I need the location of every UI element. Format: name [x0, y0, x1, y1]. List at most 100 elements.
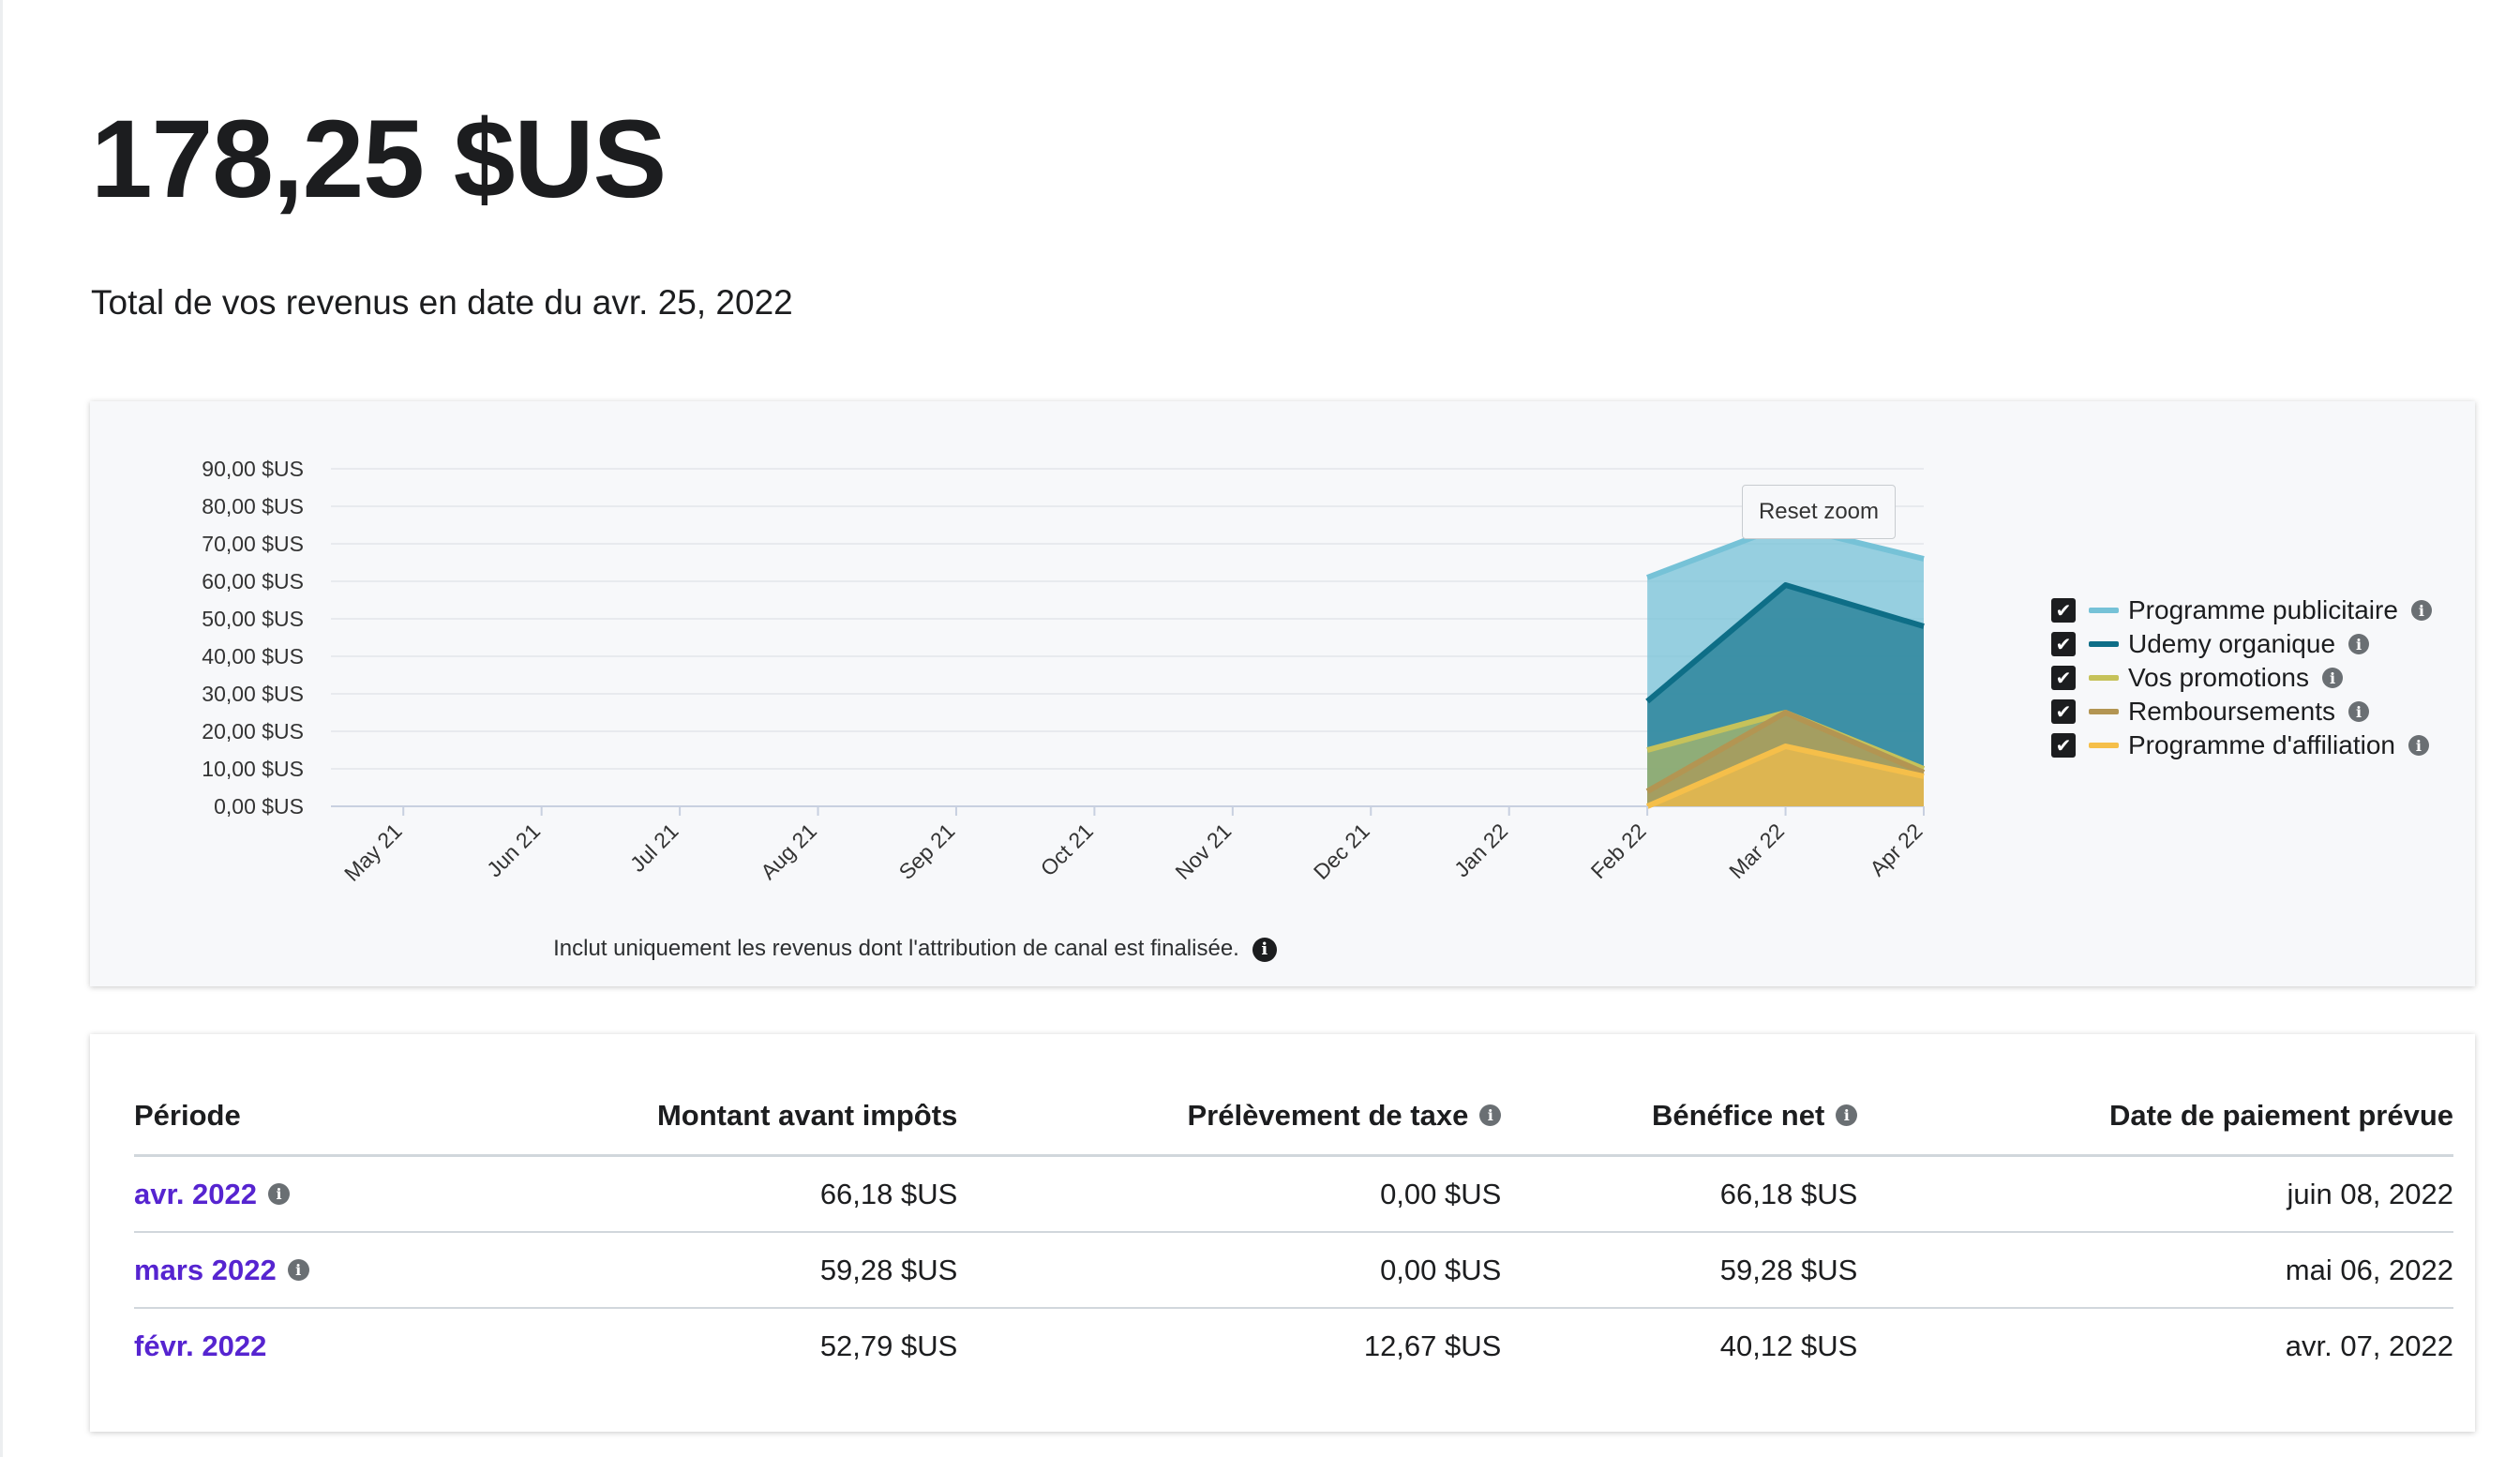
- x-tick-label: Jun 21: [482, 819, 545, 881]
- chart-x-axis: May 21 Jun 21 Jul 21 Aug 21 Sep 21 Oct 21 Nov …: [339, 806, 1928, 886]
- net-cell: 40,12 $US: [1719, 1329, 1858, 1362]
- legend-item-udemy-organique[interactable]: ✔ Udemy organique i: [2051, 627, 2432, 661]
- y-tick-label: 0,00 $US: [214, 794, 304, 819]
- legend-swatch: [2089, 608, 2119, 613]
- legend-label: Programme d'affiliation: [2128, 730, 2395, 759]
- tax-cell: 12,67 $US: [1363, 1329, 1502, 1362]
- y-tick-label: 30,00 $US: [202, 682, 304, 706]
- period-cell: mars 2022 i: [134, 1232, 438, 1309]
- legend-swatch: [2089, 709, 2119, 714]
- x-tick-label: Aug 21: [756, 819, 821, 884]
- y-tick-label: 50,00 $US: [202, 607, 304, 631]
- gross-cell: 66,18 $US: [437, 1155, 958, 1233]
- column-header-label: Montant avant impôts: [656, 1099, 958, 1132]
- info-icon[interactable]: i: [1252, 937, 1277, 962]
- y-tick-label: 10,00 $US: [202, 757, 304, 781]
- revenue-chart[interactable]: 0,00 $US 10,00 $US 20,00 $US 30,00 $US 40,00…: [90, 401, 2475, 986]
- gross-cell: 59,28 $US: [437, 1232, 958, 1309]
- x-tick-label: Oct 21: [1036, 819, 1098, 880]
- chart-areas: [1645, 522, 1926, 809]
- x-tick-label: Feb 22: [1586, 819, 1651, 883]
- chart-y-axis: 0,00 $US 10,00 $US 20,00 $US 30,00 $US 40,00…: [202, 457, 304, 819]
- legend-swatch: [2089, 641, 2119, 647]
- x-tick-label: Apr 22: [1865, 819, 1927, 880]
- payment-date-cell: mai 06, 2022: [1857, 1232, 2453, 1309]
- series-line: [1645, 744, 1925, 809]
- x-tick-label: Jan 22: [1449, 819, 1512, 881]
- info-icon[interactable]: i: [287, 1258, 309, 1281]
- column-header-label: Date de paiement prévue: [2109, 1099, 2453, 1132]
- legend-label: Vos promotions: [2128, 663, 2309, 692]
- series-line: [1645, 582, 1925, 704]
- column-header-label: Bénéfice net: [1651, 1099, 1825, 1132]
- page-left-border: [0, 0, 3, 1457]
- period-cell: avr. 2022 i: [134, 1155, 438, 1233]
- y-tick-label: 80,00 $US: [202, 494, 304, 518]
- table-row: mars 2022 i 59,28 $US 0,00 $US 59,28 $US …: [134, 1232, 2453, 1309]
- x-tick-label: Nov 21: [1170, 819, 1236, 884]
- info-icon[interactable]: i: [2348, 634, 2370, 654]
- checkbox-checked-icon[interactable]: ✔: [2051, 699, 2076, 724]
- payouts-table: Période Montant avant impôts Prélèvement…: [134, 1077, 2453, 1383]
- y-tick-label: 20,00 $US: [202, 719, 304, 744]
- tax-cell: 0,00 $US: [957, 1155, 1502, 1233]
- info-icon[interactable]: i: [2410, 600, 2432, 621]
- net-cell: 66,18 $US: [1501, 1155, 1858, 1233]
- checkbox-checked-icon[interactable]: ✔: [2051, 632, 2076, 656]
- total-revenue: 178,25 $US: [91, 98, 667, 221]
- info-icon[interactable]: i: [2408, 735, 2429, 756]
- legend-label: Remboursements: [2128, 697, 2335, 726]
- table-header-row: Période Montant avant impôts Prélèvement…: [134, 1077, 2453, 1157]
- x-tick-label: Mar 22: [1724, 819, 1789, 883]
- chart-gridlines: [331, 468, 1924, 807]
- period-link[interactable]: févr. 2022: [134, 1329, 267, 1362]
- y-tick-label: 70,00 $US: [202, 532, 304, 556]
- chart-footnote: Inclut uniquement les revenus dont l'att…: [90, 936, 1740, 962]
- info-icon[interactable]: i: [1836, 1104, 1858, 1127]
- payment-date-cell: juin 08, 2022: [1857, 1155, 2453, 1233]
- legend-swatch: [2089, 743, 2119, 748]
- period-link[interactable]: avr. 2022: [134, 1177, 258, 1210]
- total-revenue-caption: Total de vos revenus en date du avr. 25,…: [91, 283, 793, 322]
- payment-date-cell: avr. 07, 2022: [2285, 1329, 2453, 1362]
- tax-cell: 0,00 $US: [957, 1232, 1502, 1309]
- checkbox-checked-icon[interactable]: ✔: [2051, 666, 2076, 690]
- info-icon[interactable]: i: [268, 1182, 291, 1205]
- info-icon[interactable]: i: [1479, 1104, 1502, 1127]
- legend-item-vos-promotions[interactable]: ✔ Vos promotions i: [2051, 661, 2432, 695]
- legend-item-programme-publicitaire[interactable]: ✔ Programme publicitaire i: [2051, 593, 2432, 627]
- net-cell: 59,28 $US: [1501, 1232, 1858, 1309]
- info-icon[interactable]: i: [2322, 668, 2343, 688]
- revenue-chart-card: 0,00 $US 10,00 $US 20,00 $US 30,00 $US 40,00…: [90, 401, 2475, 986]
- series-line: [1645, 710, 1926, 794]
- checkbox-checked-icon[interactable]: ✔: [2051, 598, 2076, 623]
- table-row: avr. 2022 i 66,18 $US 0,00 $US 66,18 $US …: [134, 1155, 2453, 1233]
- chart-footnote-text: Inclut uniquement les revenus dont l'att…: [553, 936, 1239, 961]
- y-tick-label: 40,00 $US: [202, 644, 304, 668]
- column-header-tax: Prélèvement de taxe i: [957, 1077, 1502, 1157]
- checkbox-checked-icon[interactable]: ✔: [2051, 733, 2076, 758]
- period-cell: févr. 2022: [134, 1308, 437, 1383]
- gross-cell: 52,79 $US: [819, 1329, 958, 1362]
- column-header-gross: Montant avant impôts: [437, 1077, 958, 1157]
- legend-item-remboursements[interactable]: ✔ Remboursements i: [2051, 695, 2432, 728]
- x-tick-label: Sep 21: [894, 819, 960, 884]
- x-tick-label: Jul 21: [625, 819, 683, 877]
- payouts-table-card: Période Montant avant impôts Prélèvement…: [90, 1034, 2475, 1432]
- x-tick-label: Dec 21: [1309, 819, 1374, 884]
- column-header-payment-date: Date de paiement prévue: [1857, 1077, 2453, 1157]
- x-tick-label: May 21: [339, 819, 407, 886]
- y-tick-label: 60,00 $US: [202, 569, 304, 593]
- legend-item-programme-affiliation[interactable]: ✔ Programme d'affiliation i: [2051, 728, 2432, 762]
- table-row: févr. 2022 52,79 $US 12,67 $US 40,12 $US…: [134, 1308, 2453, 1383]
- period-link[interactable]: mars 2022: [134, 1253, 277, 1286]
- column-header-net: Bénéfice net i: [1501, 1077, 1858, 1157]
- column-header-label: Prélèvement de taxe: [1187, 1099, 1469, 1132]
- legend-label: Udemy organique: [2128, 629, 2336, 658]
- legend-swatch: [2089, 675, 2119, 681]
- info-icon[interactable]: i: [2348, 701, 2369, 722]
- chart-legend: ✔ Programme publicitaire i ✔ Udemy organ…: [2051, 593, 2432, 762]
- y-tick-label: 90,00 $US: [202, 457, 304, 481]
- legend-label: Programme publicitaire: [2128, 595, 2398, 624]
- reset-zoom-button[interactable]: Reset zoom: [1742, 485, 1896, 539]
